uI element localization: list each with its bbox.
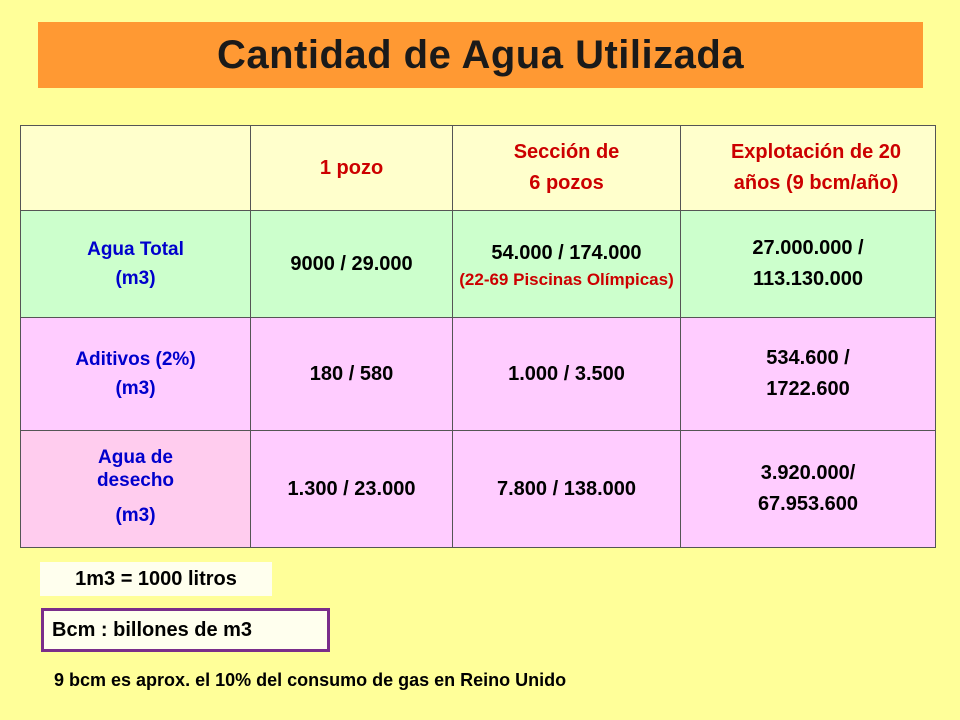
cell-agua-total-6-pozos: 54.000 / 174.000 (22-69 Piscinas Olímpic…: [452, 210, 681, 318]
cell-value-line1: 534.600 /: [766, 347, 850, 369]
header-seccion-line2: 6 pozos: [529, 172, 604, 194]
table-row-agua-total: Agua Total (m3) 9000 / 29.000 54.000 / 1…: [20, 210, 936, 318]
header-explotacion-line1: Explotación de 20: [730, 141, 902, 163]
title-bar: Cantidad de Agua Utilizada: [38, 22, 923, 88]
cell-value-line2: 113.130.000: [752, 268, 864, 290]
bcm-definition-text: Bcm : billones de m3: [52, 618, 253, 641]
piscinas-note: (22-69 Piscinas Olímpicas): [459, 269, 674, 289]
cell-aditivos-1-pozo: 180 / 580: [250, 317, 453, 431]
table-row-agua-desecho: Agua de desecho (m3) 1.300 / 23.000 7.80…: [20, 430, 936, 548]
bcm-definition-box: Bcm : billones de m3: [41, 608, 330, 652]
cell-value: 54.000 / 174.000: [491, 241, 642, 264]
cell-desecho-20-anos: 3.920.000/ 67.953.600: [680, 430, 936, 548]
cell-value-line1: 27.000.000 /: [752, 237, 864, 259]
row-label-line1: Agua de: [98, 447, 173, 469]
header-explotacion-line2: años (9 bcm/año): [733, 172, 899, 194]
cell-agua-total-20-anos: 27.000.000 / 113.130.000: [680, 210, 936, 318]
header-seccion-6-pozos: Sección de 6 pozos: [452, 125, 681, 211]
row-label-line1: Agua Total: [87, 238, 184, 260]
header-1-pozo: 1 pozo: [250, 125, 453, 211]
row-label-line2: (m3): [115, 268, 156, 289]
table-header-row: 1 pozo Sección de 6 pozos Explotación de…: [20, 125, 936, 211]
row-label-line2: (m3): [115, 505, 156, 527]
header-explotacion-20-anos: Explotación de 20 años (9 bcm/año): [680, 125, 936, 211]
header-seccion-line1: Sección de: [513, 141, 620, 163]
header-empty-cell: [20, 125, 251, 211]
water-usage-table: 1 pozo Sección de 6 pozos Explotación de…: [20, 125, 936, 548]
row-label-agua-total: Agua Total (m3): [20, 210, 251, 318]
cell-desecho-1-pozo: 1.300 / 23.000: [250, 430, 453, 548]
row-label-aditivos: Aditivos (2%) (m3): [20, 317, 251, 431]
row-label-agua-desecho: Agua de desecho (m3): [20, 430, 251, 548]
cell-agua-total-1-pozo: 9000 / 29.000: [250, 210, 453, 318]
page-title: Cantidad de Agua Utilizada: [216, 32, 745, 77]
row-label-line1: Aditivos (2%): [75, 348, 196, 370]
cell-desecho-6-pozos: 7.800 / 138.000: [452, 430, 681, 548]
row-label-line2: (m3): [115, 378, 156, 399]
table-row-aditivos: Aditivos (2%) (m3) 180 / 580 1.000 / 3.5…: [20, 317, 936, 431]
cell-aditivos-20-anos: 534.600 / 1722.600: [680, 317, 936, 431]
header-1-pozo-text: 1 pozo: [319, 156, 384, 179]
conversion-note: 1m3 = 1000 litros: [40, 562, 272, 596]
cell-aditivos-6-pozos: 1.000 / 3.500: [452, 317, 681, 431]
cell-value-line1: 3.920.000/: [760, 462, 856, 484]
cell-value-line2: 1722.600: [766, 378, 850, 400]
cell-value-line2: 67.953.600: [757, 493, 859, 515]
row-label-line1b: desecho: [96, 470, 175, 492]
footnote: 9 bcm es aprox. el 10% del consumo de ga…: [54, 670, 567, 690]
